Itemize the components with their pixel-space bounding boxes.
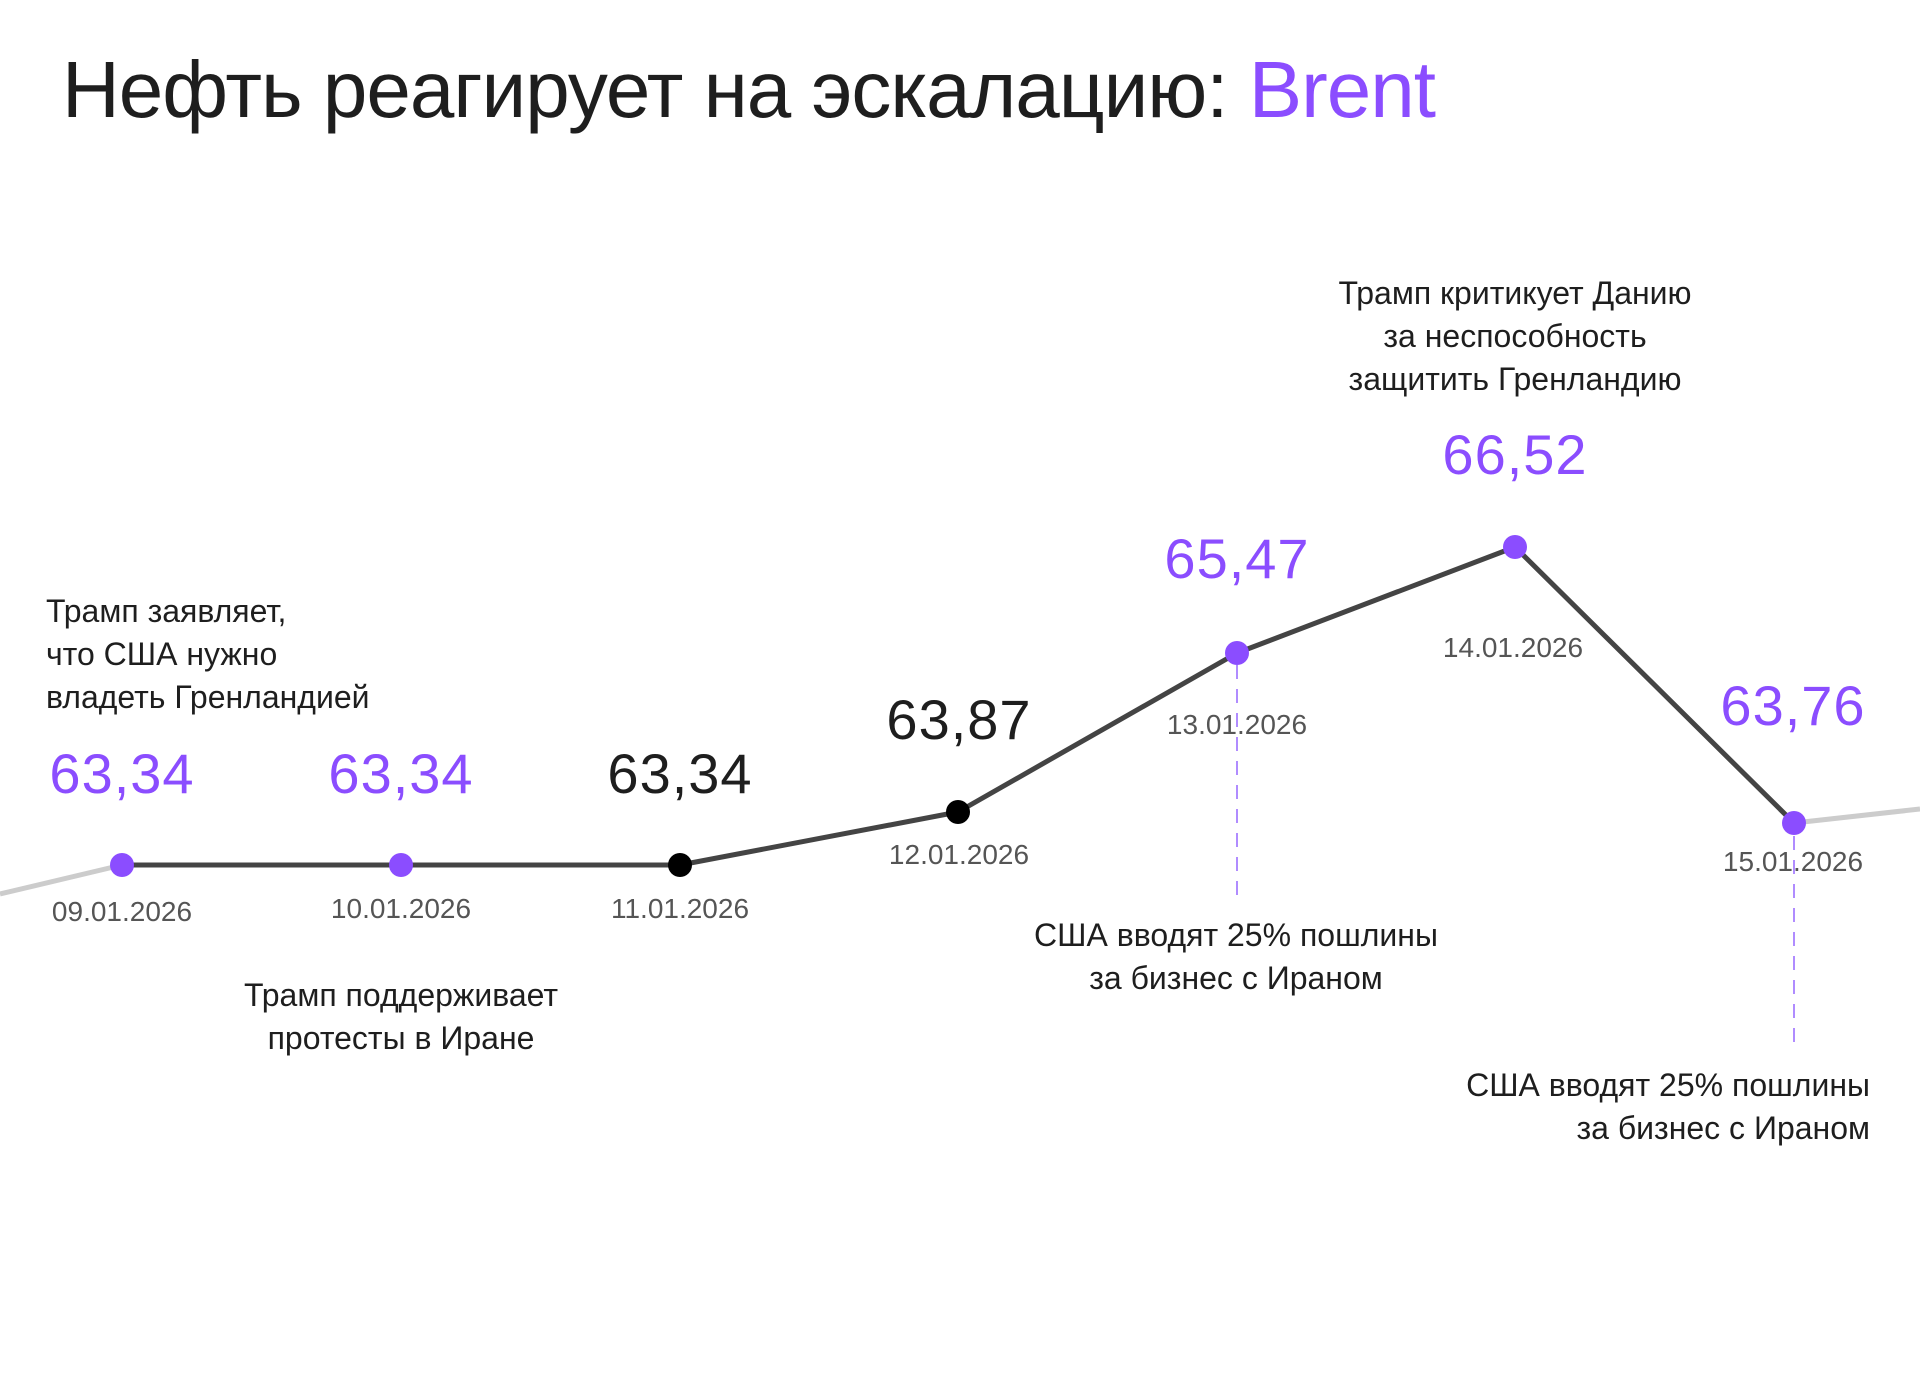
date-label-11: 11.01.2026 — [610, 893, 750, 924]
data-point-12[interactable] — [946, 800, 970, 824]
value-label-10: 63,34 — [328, 742, 474, 805]
event-line: США вводят 25% пошлины — [1034, 917, 1438, 953]
event-annotation-iran-tariffs-13: США вводят 25% пошлины за бизнес с Ирано… — [1034, 914, 1438, 1000]
data-point-14[interactable] — [1503, 535, 1527, 559]
value-label-11: 63,34 — [607, 742, 753, 805]
value-label-14: 66,52 — [1442, 423, 1588, 486]
date-label-09: 09.01.2026 — [51, 896, 193, 927]
line-lead-out — [1793, 806, 1920, 826]
event-line: за неспособность — [1383, 318, 1647, 354]
event-line: за бизнес с Ираном — [1089, 960, 1383, 996]
event-annotation-greenland-ownership: Трамп заявляет, что США нужно владеть Гр… — [46, 590, 370, 719]
event-line: защитить Гренландию — [1348, 361, 1682, 397]
event-line: за бизнес с Ираном — [1576, 1110, 1870, 1146]
data-point-09[interactable] — [110, 853, 134, 877]
event-line: протесты в Иране — [267, 1020, 535, 1056]
data-point-15[interactable] — [1782, 811, 1806, 835]
value-label-13: 65,47 — [1164, 527, 1310, 590]
event-line: владеть Гренландией — [46, 679, 370, 715]
event-line: что США нужно — [46, 636, 278, 672]
date-label-15: 15.01.2026 — [1722, 846, 1864, 877]
line-lead-in — [0, 862, 123, 897]
data-point-11[interactable] — [668, 853, 692, 877]
event-line: Трамп критикует Данию — [1338, 275, 1692, 311]
data-point-13[interactable] — [1225, 641, 1249, 665]
event-line: США вводят 25% пошлины — [1466, 1067, 1870, 1103]
date-label-12: 12.01.2026 — [888, 839, 1030, 870]
event-annotation-iran-tariffs-15: США вводят 25% пошлины за бизнес с Ирано… — [1466, 1064, 1870, 1150]
date-label-14: 14.01.2026 — [1442, 632, 1584, 663]
title-accent: Brent — [1248, 45, 1436, 134]
value-label-09: 63,34 — [49, 742, 195, 805]
chart-title: Нефть реагирует на эскалацию: Brent — [62, 42, 1436, 138]
event-line: Трамп поддерживает — [243, 977, 559, 1013]
date-label-10: 10.01.2026 — [330, 893, 472, 924]
event-line: Трамп заявляет, — [46, 593, 287, 629]
value-label-12: 63,87 — [886, 688, 1032, 751]
title-main: Нефть реагирует на эскалацию: — [62, 45, 1228, 134]
date-label-13: 13.01.2026 — [1166, 709, 1308, 740]
event-annotation-denmark-criticism: Трамп критикует Данию за неспособность з… — [1338, 272, 1691, 401]
data-point-10[interactable] — [389, 853, 413, 877]
value-label-15: 63,76 — [1720, 674, 1866, 737]
event-annotation-iran-protests: Трамп поддерживает протесты в Иране — [244, 974, 558, 1060]
